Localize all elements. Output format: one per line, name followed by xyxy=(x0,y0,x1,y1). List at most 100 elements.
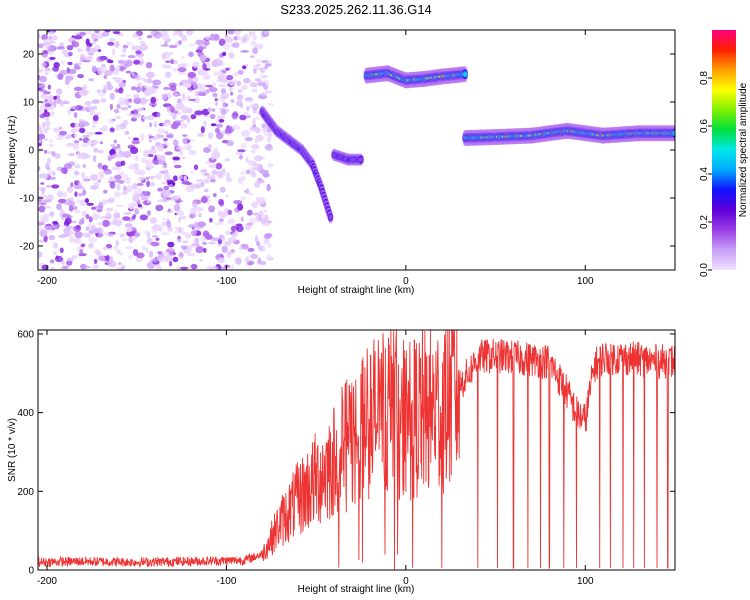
heatmap-cell xyxy=(162,86,171,90)
heatmap-cell xyxy=(149,137,158,141)
heatmap-cell xyxy=(208,86,218,93)
heatmap-cell xyxy=(38,251,43,258)
heatmap-cell xyxy=(67,108,71,116)
snr-x-ticks: -200 -100 0 100 xyxy=(37,330,594,587)
heatmap-cell xyxy=(161,141,170,147)
heatmap-cell xyxy=(167,241,175,248)
heatmap-cell xyxy=(142,116,149,120)
heatmap-cell xyxy=(189,214,195,219)
y-tick-label: 0 xyxy=(28,566,34,577)
heatmap-cell xyxy=(237,69,244,75)
heatmap-cell xyxy=(177,265,181,270)
heatmap-cell xyxy=(53,251,57,255)
heatmap-cell xyxy=(236,94,243,101)
heatmap-cell xyxy=(161,221,167,227)
heatmap-cell xyxy=(67,188,74,191)
heatmap-cell xyxy=(145,159,153,166)
heatmap-background xyxy=(38,30,675,270)
heatmap-cell xyxy=(148,102,158,107)
heatmap-cell xyxy=(155,204,164,212)
heatmap-cell xyxy=(146,164,155,169)
heatmap-cell xyxy=(222,51,227,57)
heatmap-cell xyxy=(230,99,235,103)
heatmap-cell xyxy=(73,127,81,133)
heatmap-cell xyxy=(120,160,126,166)
heatmap-cell xyxy=(97,91,105,97)
heatmap-cell xyxy=(94,181,98,187)
heatmap-cell xyxy=(115,204,124,208)
heatmap-cell xyxy=(175,119,185,123)
heatmap-cell xyxy=(156,111,161,118)
heatmap-cell xyxy=(264,144,273,151)
heatmap-cell xyxy=(158,134,165,138)
heatmap-cell xyxy=(125,100,130,106)
heatmap-cell xyxy=(177,174,183,180)
heatmap-cell xyxy=(263,210,268,213)
heatmap-cell xyxy=(252,64,259,72)
heatmap-cell xyxy=(59,247,64,254)
heatmap-cell xyxy=(157,128,166,134)
snr-x-label: Height of straight line (km) xyxy=(298,584,415,595)
heatmap-cell xyxy=(69,205,78,210)
heatmap-cell xyxy=(40,93,47,99)
heatmap-cell xyxy=(236,100,243,107)
heatmap-cell xyxy=(168,44,178,49)
heatmap-cell xyxy=(257,82,267,87)
heatmap-cell xyxy=(76,199,82,205)
heatmap-cell xyxy=(178,40,182,45)
heatmap-cell xyxy=(237,203,244,211)
heatmap-cell xyxy=(93,147,99,153)
heatmap-cell xyxy=(147,210,151,216)
heatmap-cell xyxy=(167,208,172,212)
heatmap-cell xyxy=(201,172,210,177)
heatmap-cell xyxy=(84,198,89,204)
heatmap-cell xyxy=(102,66,107,72)
heatmap-cell xyxy=(186,30,194,36)
heatmap-cell xyxy=(150,87,157,95)
heatmap-cell xyxy=(231,112,238,120)
heatmap-cell xyxy=(136,107,144,112)
heatmap-cell xyxy=(98,255,106,262)
heatmap-cell xyxy=(109,176,115,182)
heatmap-cell xyxy=(246,106,250,111)
heatmap-cell xyxy=(68,51,73,57)
heatmap-cell xyxy=(140,133,145,141)
heatmap-cell xyxy=(462,71,468,78)
heatmap-cell xyxy=(235,152,245,156)
heatmap-cell xyxy=(212,82,216,86)
heatmap-cell xyxy=(159,155,166,161)
heatmap-cell xyxy=(127,55,136,59)
heatmap-cell xyxy=(202,63,207,71)
heatmap-y-label: Frequency (Hz) xyxy=(7,116,18,185)
heatmap-cell xyxy=(46,185,52,188)
heatmap-cell xyxy=(133,93,140,99)
heatmap-cell xyxy=(109,37,116,42)
heatmap-cell xyxy=(200,236,207,242)
heatmap-cell xyxy=(133,162,139,170)
heatmap-cell xyxy=(246,209,253,216)
heatmap-cell xyxy=(122,79,126,84)
heatmap-cell xyxy=(43,137,49,142)
heatmap-cell xyxy=(104,69,113,76)
heatmap-cell xyxy=(214,98,218,102)
heatmap-cell xyxy=(122,47,127,54)
heatmap-cell xyxy=(78,253,87,257)
heatmap-cell xyxy=(217,257,226,264)
heatmap-cell xyxy=(61,265,69,269)
heatmap-cell xyxy=(118,262,122,266)
heatmap-cell xyxy=(162,189,171,197)
heatmap-cell xyxy=(70,182,74,188)
heatmap-cell xyxy=(111,48,116,56)
heatmap-cell xyxy=(62,191,68,198)
heatmap-cell xyxy=(72,142,80,150)
heatmap-cell xyxy=(257,257,262,264)
heatmap-cell xyxy=(168,184,174,188)
heatmap-cell xyxy=(157,199,165,203)
heatmap-cell xyxy=(38,43,44,49)
heatmap-cell xyxy=(218,198,224,206)
heatmap-cell xyxy=(251,150,256,154)
heatmap-cell xyxy=(74,231,83,239)
heatmap-cell xyxy=(153,121,158,128)
heatmap-cell xyxy=(245,115,251,118)
heatmap-cell xyxy=(157,144,164,152)
